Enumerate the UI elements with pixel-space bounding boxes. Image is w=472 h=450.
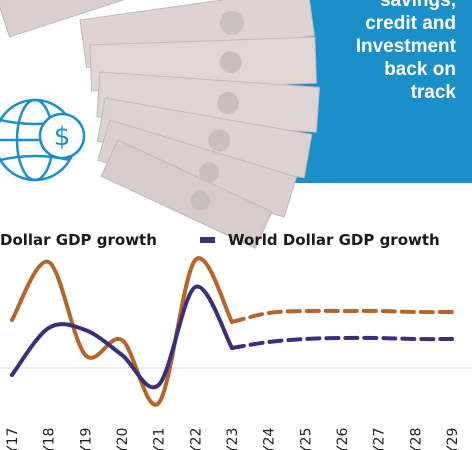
svg-text:$: $ (54, 122, 71, 152)
x-tick-label: FY29 (445, 428, 461, 450)
x-tick-label: FY21 (152, 428, 168, 450)
x-tick-label: FY19 (78, 428, 94, 450)
x-tick-label: FY24 (262, 427, 278, 450)
legend-marker (200, 237, 215, 243)
x-tick-label: FY18 (42, 428, 58, 450)
x-tick-label: FY27 (372, 428, 388, 450)
x-tick-label: FY25 (298, 428, 314, 450)
banner-line: Investment (356, 36, 457, 57)
x-tick-label: FY20 (115, 428, 131, 450)
x-tick-label: FY26 (335, 427, 351, 450)
globe-icon: $ (0, 100, 84, 180)
banner-line: savings, (380, 0, 456, 11)
series-line-dashed (232, 338, 452, 348)
legend-label: World Dollar GDP growth (228, 231, 440, 249)
series-line (12, 287, 232, 388)
x-tick-label: FY17 (5, 428, 21, 450)
banner-line: credit and (365, 13, 456, 34)
legend-label: Dollar GDP growth (0, 231, 157, 249)
series-line-dashed (232, 311, 452, 322)
x-tick-label: FY28 (408, 428, 424, 450)
page: savings, credit and Investment back on t… (0, 0, 472, 450)
x-tick-label: FY22 (188, 428, 204, 450)
banner-line: track (411, 82, 457, 103)
banner-line: back on (384, 59, 456, 80)
x-tick-label: FY23 (225, 428, 241, 450)
